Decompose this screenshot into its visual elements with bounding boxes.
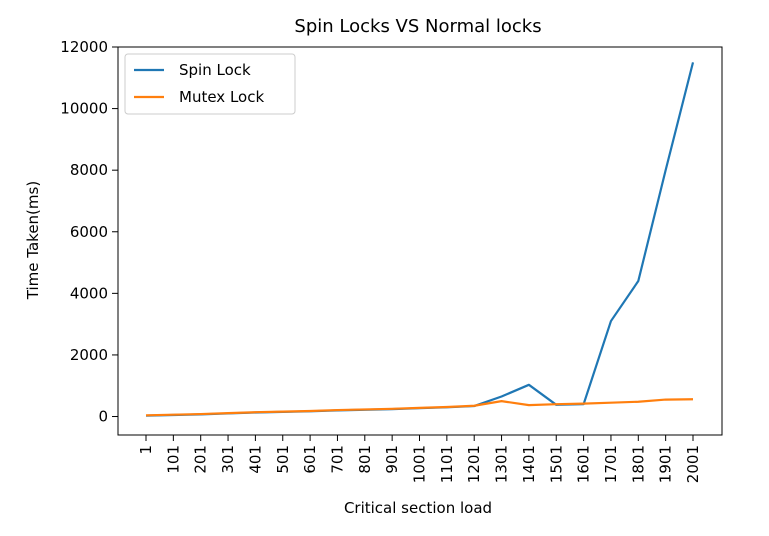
x-tick-label: 201 (192, 445, 210, 474)
x-tick-label: 401 (246, 445, 264, 474)
x-tick-label: 1401 (520, 445, 538, 483)
x-tick-label: 601 (301, 445, 319, 474)
y-axis-label: Time Taken(ms) (24, 181, 42, 300)
x-tick-label: 1101 (438, 445, 456, 483)
x-tick-label: 2001 (684, 445, 702, 483)
y-tick-label: 12000 (60, 38, 108, 56)
legend: Spin Lock Mutex Lock (124, 53, 296, 115)
x-tick-label: 1001 (411, 445, 429, 483)
x-tick-label: 701 (328, 445, 346, 474)
x-tick-label: 1201 (465, 445, 483, 483)
x-tick-label: 1301 (493, 445, 511, 483)
y-tick-label: 6000 (70, 223, 108, 241)
x-tick-label: 1501 (547, 445, 565, 483)
x-tick-label: 1601 (575, 445, 593, 483)
y-tick-label: 10000 (60, 100, 108, 118)
x-tick-label: 301 (219, 445, 237, 474)
x-tick-label: 801 (356, 445, 374, 474)
x-axis-label: Critical section load (344, 499, 492, 517)
legend-label-0: Spin Lock (179, 61, 251, 79)
y-tick-label: 0 (98, 408, 108, 426)
x-tick-label: 101 (164, 445, 182, 474)
y-tick-label: 2000 (70, 346, 108, 364)
series-line-1 (145, 398, 694, 417)
x-tick-label: 501 (274, 445, 292, 474)
y-tick-label: 4000 (70, 284, 108, 302)
chart-title: Spin Locks VS Normal locks (294, 16, 541, 37)
x-tick-label: 1701 (602, 445, 620, 483)
x-tick-label: 1 (137, 445, 155, 455)
legend-label-1: Mutex Lock (179, 88, 264, 106)
x-tick-label: 1801 (629, 445, 647, 483)
x-tick-label: 901 (383, 445, 401, 474)
x-tick-label: 1901 (657, 445, 675, 483)
series-line-0 (145, 62, 695, 417)
legend-box (124, 53, 296, 115)
y-tick-label: 8000 (70, 161, 108, 179)
